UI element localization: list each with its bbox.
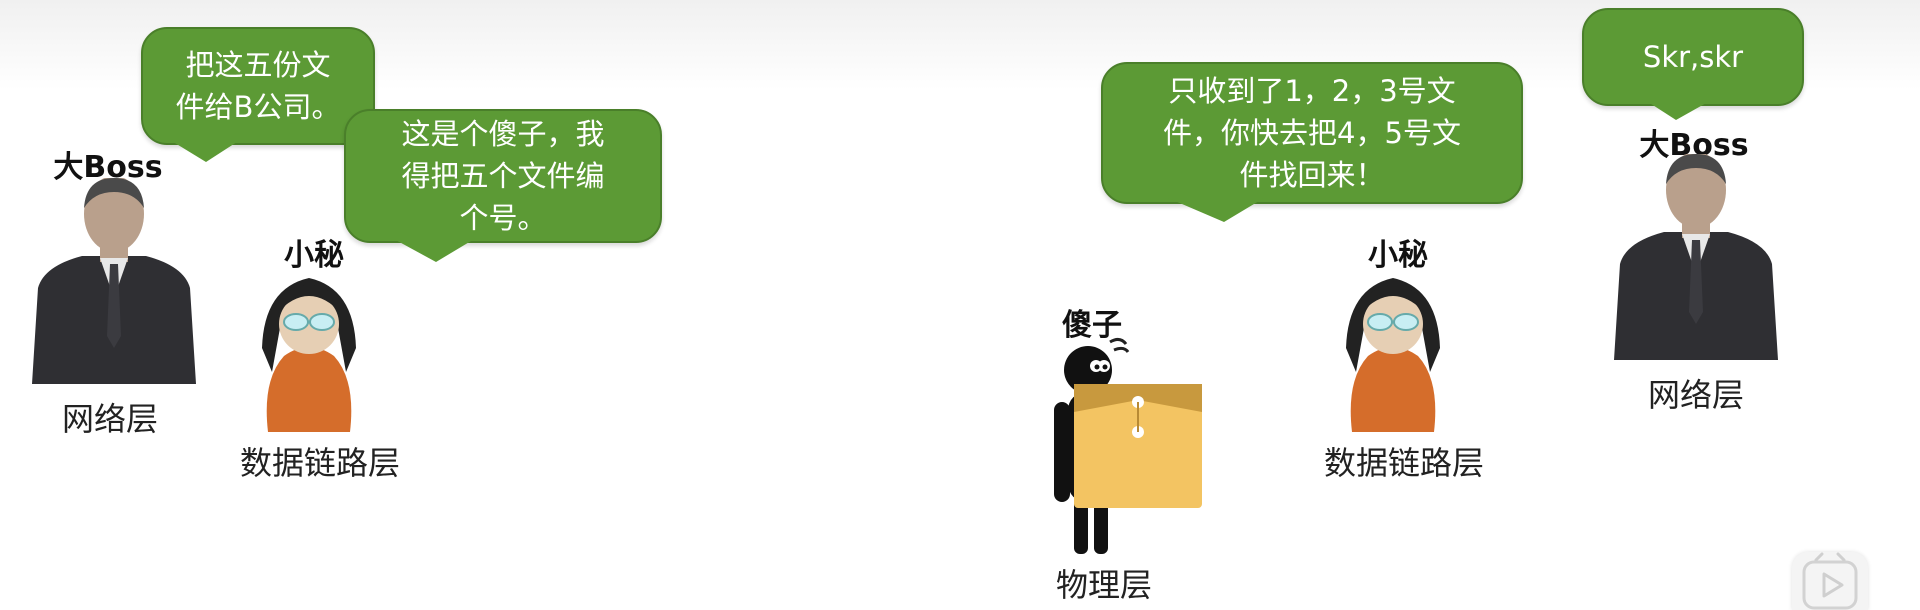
play-icon <box>1802 552 1858 610</box>
secretary-speech-bubble-left: 这是个傻子，我 得把五个文件编 个号。 <box>344 109 662 243</box>
secretary-speech-text-right: 只收到了1，2，3号文 件，你快去把4，5号文 件找回来！ <box>1163 74 1461 192</box>
fool-name: 傻子 <box>1062 308 1122 343</box>
boss-speech-bubble-right: Skr,skr <box>1582 8 1804 106</box>
secretary-layer-label-left: 数据链路层 <box>239 444 401 482</box>
boss-figure-right <box>1614 154 1778 360</box>
fool-figure-with-envelope <box>1054 337 1202 554</box>
boss-speech-text-right: Skr,skr <box>1642 40 1744 74</box>
boss-layer-label-right: 网络层 <box>1647 376 1745 414</box>
boss-speech-text-left: 把这五份文 件给B公司。 <box>175 48 341 124</box>
boss-speech-bubble-right-tail <box>1648 102 1708 120</box>
secretary-speech-bubble-right-tail <box>1168 198 1264 222</box>
boss-speech-bubble-left-tail <box>170 140 240 162</box>
secretary-name-left: 小秘 <box>284 238 344 273</box>
secretary-layer-label-right: 数据链路层 <box>1323 444 1485 482</box>
secretary-speech-bubble-right: 只收到了1，2，3号文 件，你快去把4，5号文 件找回来！ <box>1101 62 1523 204</box>
fool-layer-label: 物理层 <box>1055 566 1153 604</box>
boss-figure-left <box>32 178 196 384</box>
secretary-speech-bubble-left-tail <box>392 238 476 262</box>
secretary-figure-right <box>1346 278 1440 432</box>
play-button[interactable] <box>1792 552 1868 610</box>
secretary-speech-text-left: 这是个傻子，我 得把五个文件编 个号。 <box>401 117 605 235</box>
boss-layer-label-left: 网络层 <box>61 400 159 438</box>
secretary-name-right: 小秘 <box>1368 238 1428 273</box>
boss-speech-bubble-left: 把这五份文 件给B公司。 <box>141 27 375 145</box>
secretary-figure-left <box>262 278 356 432</box>
